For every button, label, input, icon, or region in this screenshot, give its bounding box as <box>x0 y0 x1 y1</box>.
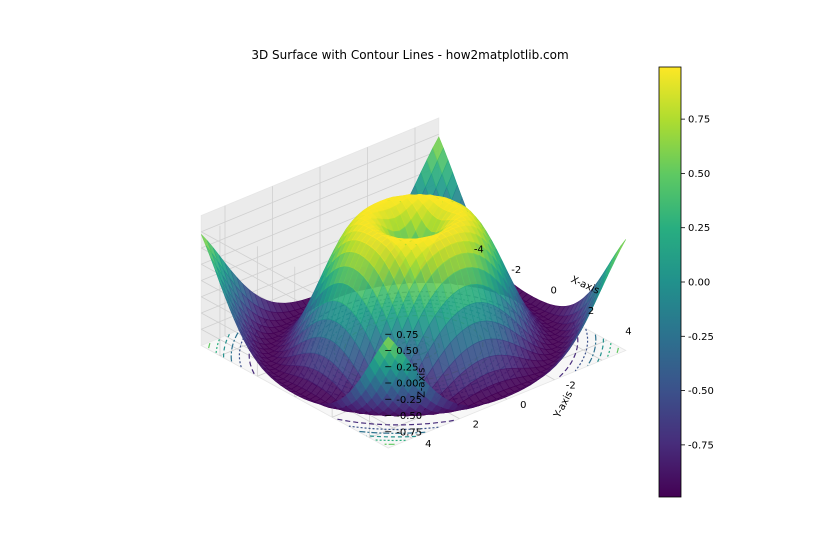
y-tick-label: -2 <box>566 380 576 391</box>
contour-line <box>208 251 619 445</box>
grid-line <box>201 150 439 249</box>
grid-line <box>201 133 439 233</box>
colorbar: 0.75 0.50 0.25 0.00 -0.25 -0.50 -0.75 <box>658 66 714 498</box>
y-tick-label: 0 <box>520 400 526 411</box>
z-tick-label: -0.25 <box>396 395 422 406</box>
colorbar-gradient <box>658 66 682 498</box>
y-tick-label: 2 <box>473 419 479 430</box>
z-tick-label: 0.75 <box>396 330 418 341</box>
x-tick-label: 0 <box>550 285 556 296</box>
colorbar-tick-label: 0.25 <box>688 223 710 234</box>
y-axis-label: Y-axis <box>552 389 576 420</box>
contour-line <box>223 258 604 438</box>
x-tick-label: 2 <box>588 306 594 317</box>
colorbar-tick-label: -0.25 <box>688 332 714 343</box>
x-axis-label: X-axis <box>569 274 601 296</box>
contour-line <box>230 262 597 434</box>
z-tick-label: 0.25 <box>396 362 418 373</box>
z-tick-label: -0.50 <box>396 411 422 422</box>
colorbar-tick-label: 0.50 <box>688 169 710 180</box>
surface-mesh <box>201 136 627 417</box>
colorbar-tick-label: -0.75 <box>688 440 714 451</box>
contour-line <box>238 265 589 431</box>
colorbar-tick-label: 0.00 <box>688 278 710 289</box>
z-tick-label: 0.00 <box>396 379 418 390</box>
chart-title: 3D Surface with Contour Lines - how2matp… <box>251 48 569 62</box>
colorbar-tick-label: 0.75 <box>688 115 710 126</box>
x-tick-label: -4 <box>474 244 484 255</box>
z-tick-label: 0.50 <box>396 346 418 357</box>
y-tick-label: 4 <box>425 439 431 450</box>
z-axis-label: Z-axis <box>416 368 427 398</box>
colorbar-tick-label: -0.50 <box>688 386 714 397</box>
x-tick-label: 4 <box>625 326 631 337</box>
z-tick-label: -0.75 <box>396 427 422 438</box>
x-tick-label: -2 <box>511 265 521 276</box>
surface-patch <box>614 239 627 259</box>
grid-line <box>201 166 439 265</box>
